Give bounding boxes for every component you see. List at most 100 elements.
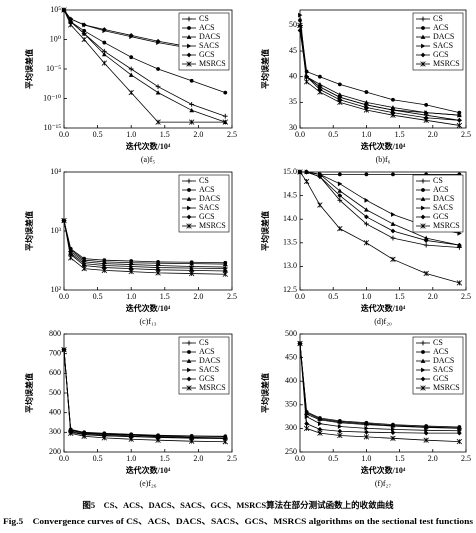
panel-caption: (e)f₂₆ [139,479,156,488]
x-tick-label: 1.5 [160,292,170,301]
series-line [299,171,460,284]
panel-caption: (b)f₆ [376,155,391,164]
legend-marker [420,340,426,346]
x-tick-label: 1.0 [126,454,136,463]
marker [222,119,228,125]
marker [317,426,323,432]
marker [101,267,108,274]
x-tick-label: 1.0 [126,292,136,301]
marker [304,169,310,175]
y-axis-label: 平均误差值 [260,211,270,251]
figure-caption-zh: 图5 CS、ACS、DACS、SACS、GCS、MSRCS算法在部分测试函数上的… [82,500,394,510]
legend-label: DACS [199,356,220,365]
marker [391,212,396,217]
marker [364,90,369,94]
marker [391,426,396,432]
legend-label: GCS [433,212,449,221]
legend-marker [186,340,192,346]
x-tick-label: 0.0 [59,454,69,463]
plot-frame [299,171,467,291]
marker [337,188,343,193]
marker [337,82,342,87]
series-line [299,343,460,428]
marker [81,31,87,36]
marker [317,174,323,180]
x-tick-label: 2.5 [227,454,237,463]
x-tick-label: 2.0 [193,454,203,463]
x-tick-label: 2.5 [227,292,237,301]
marker [297,22,303,29]
marker [456,242,462,248]
x-tick-label: 2.0 [193,130,203,139]
marker [456,117,462,123]
plot-frame [299,333,467,453]
y-tick-label: 13.0 [283,261,297,270]
marker [423,430,429,436]
marker [128,66,134,72]
y-tick-label: 300 [49,427,61,436]
marker [337,181,343,187]
marker [337,432,343,439]
marker [364,429,369,435]
series-line [299,343,460,429]
marker [390,430,396,436]
x-tick-label: 1.5 [395,292,405,301]
marker [101,51,107,57]
legend-marker [421,205,426,211]
marker [364,214,369,220]
marker [298,12,303,18]
x-tick-label: 2.5 [227,130,237,139]
marker [81,265,87,272]
legend-marker [420,223,426,229]
legend-marker [186,214,192,220]
y-tick-label: 10² [51,285,62,294]
marker [102,40,107,45]
marker [337,428,343,434]
marker [337,419,343,424]
legend-marker [420,214,426,220]
series-line [299,343,460,443]
marker [189,102,195,107]
marker [128,260,134,265]
legend-label: ACS [199,347,215,356]
marker [423,235,429,240]
marker [424,110,429,116]
marker [61,347,67,353]
legend-label: CS [199,14,209,23]
series-line [63,220,226,272]
y-tick-label: 50 [289,20,297,29]
marker [337,424,343,429]
y-tick-label: 350 [285,400,297,409]
marker [337,172,342,177]
x-tick-label: 0.0 [295,130,305,139]
marker [223,90,228,95]
marker [423,270,429,277]
marker [188,438,195,444]
marker [456,280,463,286]
marker [189,107,195,113]
legend-label: ACS [199,23,215,32]
x-tick-label: 1.5 [395,130,405,139]
marker [128,436,134,442]
series-line [63,9,226,123]
legend-marker [186,223,192,229]
legend-label: GCS [199,212,215,221]
marker [155,270,161,276]
marker [390,235,396,241]
panel-caption: (d)f₂₀ [374,317,392,326]
legend-marker [187,205,192,211]
marker [363,240,370,246]
series-line [299,20,460,113]
legend-label: MSRCS [433,383,460,392]
x-tick-label: 2.0 [193,292,203,301]
legend-marker [187,43,192,49]
series-line [63,349,226,440]
y-tick-label: 10⁻¹⁵ [44,123,62,132]
legend-marker [186,376,192,382]
x-tick-label: 1.5 [160,454,170,463]
marker [363,107,370,113]
y-tick-label: 40 [289,72,297,81]
y-tick-label: 10³ [51,226,62,235]
series-line [63,349,226,438]
